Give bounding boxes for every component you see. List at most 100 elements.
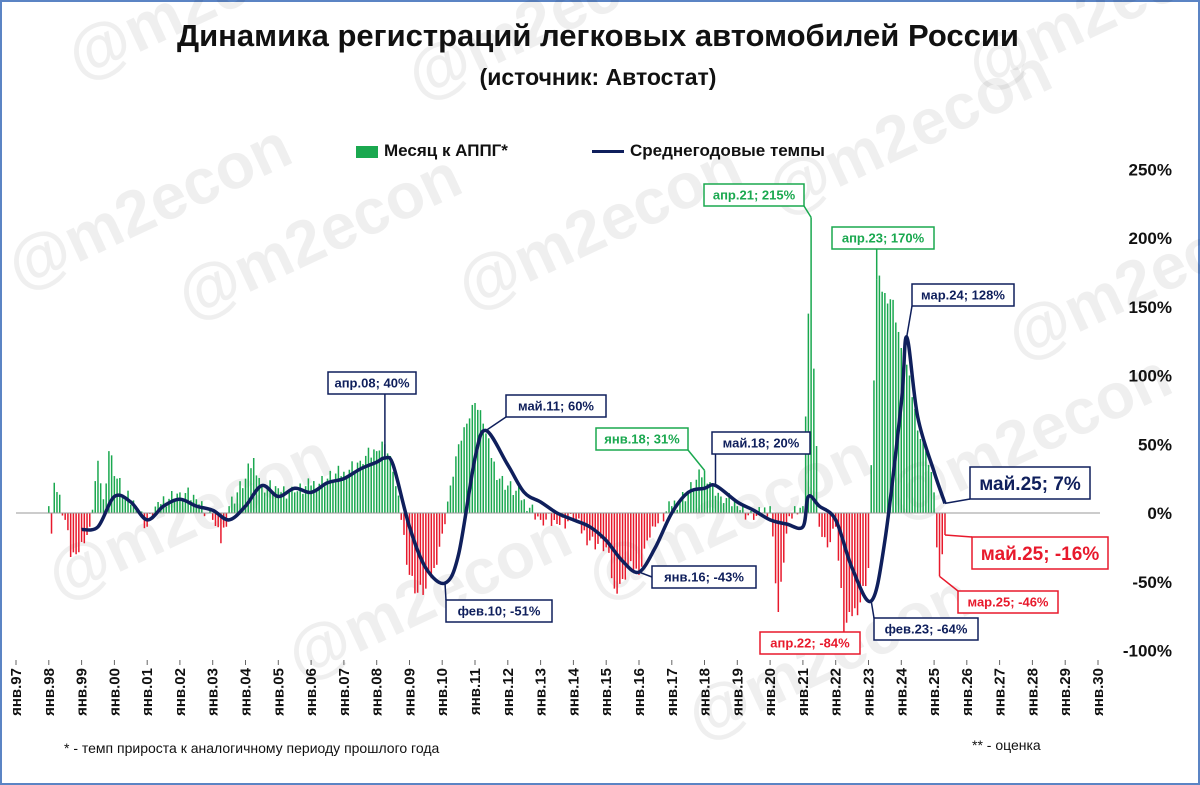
bar: [518, 486, 520, 513]
bar: [433, 513, 435, 568]
bar: [354, 471, 356, 513]
watermark-text: @m2econ: [395, 0, 701, 113]
bar: [837, 513, 840, 561]
bar: [701, 477, 703, 513]
callout-leader: [905, 305, 913, 338]
callout-label: мар.24; 128%: [921, 288, 1005, 303]
bar: [263, 492, 266, 513]
x-tick-label: янв.14: [565, 667, 582, 716]
bar: [334, 473, 337, 513]
chart-subtitle: (источник: Автостат): [479, 64, 717, 90]
bar: [504, 489, 506, 513]
bar: [173, 501, 176, 513]
bar: [742, 505, 744, 513]
bar: [460, 440, 463, 514]
bar: [892, 299, 894, 514]
y-tick-label: -100%: [1123, 642, 1172, 661]
x-tick-label: янв.18: [697, 668, 714, 716]
callout-box: [831, 226, 935, 250]
bar: [392, 471, 394, 513]
bar: [455, 456, 457, 513]
bar: [367, 447, 370, 513]
bar: [446, 501, 449, 513]
bar: [537, 513, 539, 517]
bar: [321, 475, 323, 513]
bar: [583, 513, 586, 531]
bar: [430, 513, 433, 579]
bar: [496, 480, 498, 513]
watermark-layer: @m2econ@m2econ@m2econ @m2econ@m2econ@m2ec…: [0, 0, 1200, 753]
bar: [875, 279, 878, 513]
bar: [733, 501, 736, 513]
bar: [291, 486, 293, 513]
bar: [933, 492, 935, 514]
bar: [692, 489, 695, 513]
y-tick-label: 150%: [1129, 298, 1172, 317]
bar: [362, 464, 364, 513]
bar: [752, 513, 755, 520]
bar: [302, 493, 304, 513]
bar: [925, 451, 927, 514]
callout-box: [711, 431, 811, 455]
bar: [236, 492, 239, 514]
y-tick-label: 50%: [1138, 435, 1172, 454]
bar: [78, 513, 80, 553]
x-tick-label: янв.20: [762, 668, 779, 716]
bar: [572, 513, 575, 520]
bar: [717, 492, 719, 513]
average-growth-line: [81, 335, 947, 604]
bar: [914, 408, 916, 513]
bar: [654, 513, 657, 527]
bar: [840, 513, 842, 588]
bar: [233, 503, 236, 513]
bar: [802, 506, 804, 514]
bar: [709, 482, 711, 513]
callout-label: май.25; 7%: [979, 474, 1081, 495]
bar: [750, 510, 752, 513]
bar: [619, 513, 621, 584]
callout-label: мар.25; -46%: [968, 595, 1049, 610]
bar: [796, 513, 799, 515]
bar: [269, 480, 271, 513]
bar: [865, 513, 867, 587]
bar: [832, 513, 834, 529]
bar: [231, 496, 233, 513]
x-tick-label: янв.17: [664, 668, 681, 716]
bar: [381, 441, 383, 513]
bar: [791, 513, 793, 519]
bar: [905, 364, 908, 513]
bar: [599, 513, 602, 539]
bar: [788, 513, 790, 517]
bar: [725, 498, 728, 513]
bar: [515, 490, 517, 513]
annotation-callout: май.11; 60%: [485, 394, 607, 432]
bar: [340, 476, 342, 513]
bar: [679, 500, 681, 513]
bar: [477, 409, 479, 514]
bar: [190, 500, 192, 513]
x-tick-label: янв.30: [1090, 668, 1107, 716]
bar: [154, 506, 157, 513]
callout-leader: [939, 575, 959, 592]
callout-label: май.18; 20%: [723, 436, 800, 451]
bar: [373, 449, 375, 513]
annotation-callout: апр.08; 40%: [327, 371, 417, 458]
bar: [252, 458, 255, 513]
x-tick-label: янв.04: [238, 667, 255, 716]
bar: [813, 368, 815, 514]
bar: [911, 397, 913, 513]
callout-leader: [687, 449, 706, 471]
bar: [799, 507, 801, 513]
bar: [881, 291, 883, 513]
bar: [299, 483, 301, 513]
bar: [324, 486, 326, 513]
callout-label: апр.21; 215%: [713, 188, 796, 203]
bar: [211, 513, 214, 520]
bar: [671, 506, 673, 514]
callout-box: [327, 371, 417, 395]
bar: [829, 513, 831, 543]
bar: [283, 486, 285, 513]
bar: [714, 495, 717, 513]
bar: [542, 513, 545, 526]
